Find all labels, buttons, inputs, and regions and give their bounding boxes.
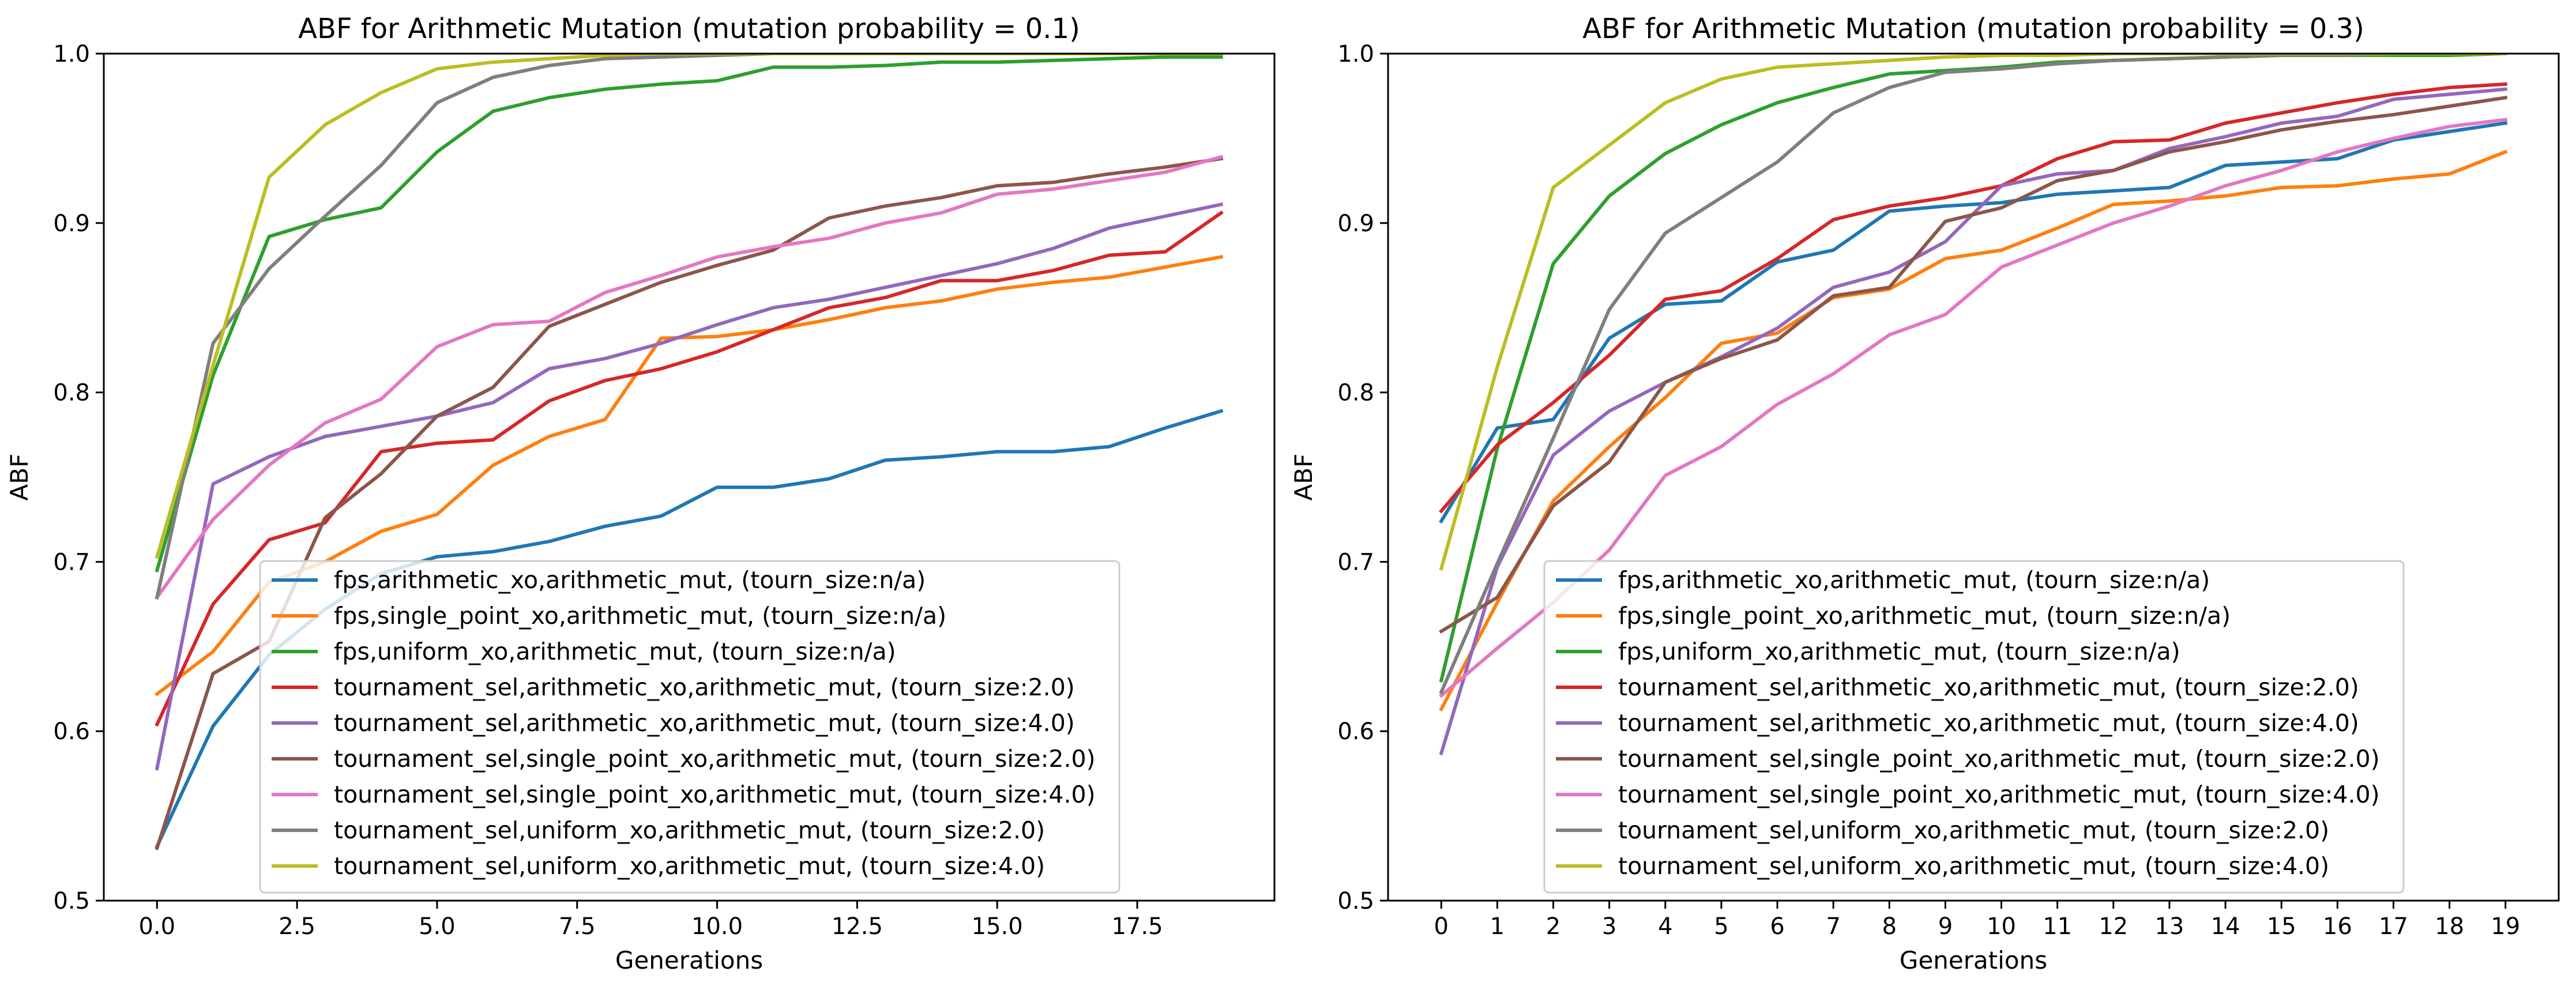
legend-label: tournament_sel,arithmetic_xo,arithmetic_… bbox=[1618, 709, 2359, 737]
legend-label: fps,uniform_xo,arithmetic_mut, (tourn_si… bbox=[334, 638, 896, 665]
legend-label: tournament_sel,single_point_xo,arithmeti… bbox=[1618, 781, 2380, 808]
series-lines bbox=[1439, 54, 2508, 756]
series-line-2 bbox=[155, 255, 1224, 697]
y-axis-label: ABF bbox=[1289, 454, 1318, 501]
series-line-4 bbox=[1439, 82, 2507, 514]
x-tick-label: 6 bbox=[1770, 913, 1784, 940]
axes-frame bbox=[1387, 52, 2560, 902]
y-tick-label: 1.0 bbox=[1337, 41, 1374, 67]
y-tick-label: 1.0 bbox=[53, 41, 90, 67]
x-tick-label: 7 bbox=[1826, 913, 1840, 940]
chart-title: ABF for Arithmetic Mutation (mutation pr… bbox=[1582, 13, 2364, 45]
x-tick-label: 12 bbox=[2099, 913, 2128, 940]
x-tick-label: 0.0 bbox=[138, 913, 175, 940]
series-line-6 bbox=[155, 156, 1224, 850]
x-tick-label: 3 bbox=[1602, 913, 1616, 940]
y-tick-label: 0.9 bbox=[1337, 210, 1374, 237]
x-tick-label: 8 bbox=[1882, 913, 1897, 940]
legend-box bbox=[1543, 560, 2405, 894]
legend-label: tournament_sel,single_point_xo,arithmeti… bbox=[334, 745, 1096, 773]
legend-label: tournament_sel,arithmetic_xo,arithmetic_… bbox=[334, 709, 1075, 737]
x-tick-label: 10 bbox=[1987, 913, 2016, 940]
x-tick-label: 7.5 bbox=[559, 913, 596, 940]
legend-label: fps,uniform_xo,arithmetic_mut, (tourn_si… bbox=[1618, 638, 2180, 665]
x-tick-label: 10.0 bbox=[691, 913, 743, 940]
legend-label: tournament_sel,uniform_xo,arithmetic_mut… bbox=[1618, 852, 2329, 880]
legend-label: fps,single_point_xo,arithmetic_mut, (tou… bbox=[1618, 602, 2231, 630]
series-line-6 bbox=[1439, 95, 2508, 634]
legend: fps,arithmetic_xo,arithmetic_mut, (tourn… bbox=[259, 560, 1120, 894]
series-line-7 bbox=[155, 155, 1224, 600]
series-lines bbox=[155, 54, 1224, 850]
legend-label: tournament_sel,arithmetic_xo,arithmetic_… bbox=[1618, 673, 2359, 701]
legend-label: tournament_sel,single_point_xo,arithmeti… bbox=[1618, 745, 2380, 773]
x-tick-label: 2.5 bbox=[279, 913, 315, 940]
axes-frame bbox=[103, 52, 1276, 902]
series-line-2 bbox=[1439, 149, 2508, 712]
legend-label: fps,arithmetic_xo,arithmetic_mut, (tourn… bbox=[334, 566, 926, 594]
series-line-1 bbox=[1439, 121, 2508, 524]
y-tick-label: 0.8 bbox=[1337, 380, 1374, 406]
x-tick-label: 17 bbox=[2379, 913, 2408, 940]
x-tick-label: 5 bbox=[1714, 913, 1728, 940]
x-tick-label: 19 bbox=[2491, 913, 2520, 940]
x-tick-label: 15 bbox=[2267, 913, 2296, 940]
x-axis-label: Generations bbox=[1900, 946, 2047, 974]
legend-box bbox=[259, 560, 1120, 894]
series-line-9 bbox=[1439, 54, 2507, 571]
legend-label: tournament_sel,uniform_xo,arithmetic_mut… bbox=[334, 816, 1045, 844]
y-tick-label: 0.8 bbox=[53, 380, 90, 406]
x-axis-label: Generations bbox=[615, 946, 763, 974]
x-tick-label: 13 bbox=[2154, 913, 2184, 940]
series-line-8 bbox=[155, 54, 1223, 600]
y-tick-label: 0.7 bbox=[53, 549, 90, 575]
y-tick-label: 0.7 bbox=[1337, 549, 1374, 575]
series-line-9 bbox=[155, 54, 1223, 559]
x-tick-label: 4 bbox=[1658, 913, 1672, 940]
series-line-5 bbox=[155, 202, 1224, 771]
x-tick-label: 16 bbox=[2323, 913, 2352, 940]
chart-panel-1: 0.0 2.5 5.0 7.5 10.0 12.5 15.0 17.5 0.5 0.6 0.7 0.8… bbox=[5, 13, 1276, 974]
legend-label: fps,arithmetic_xo,arithmetic_mut, (tourn… bbox=[1618, 566, 2210, 594]
x-tick-label: 2 bbox=[1546, 913, 1560, 940]
y-tick-label: 0.6 bbox=[53, 718, 90, 745]
x-tick-label: 15.0 bbox=[972, 913, 1023, 940]
legend-label: tournament_sel,single_point_xo,arithmeti… bbox=[334, 781, 1096, 808]
x-tick-label: 17.5 bbox=[1112, 913, 1163, 940]
y-axis-label: ABF bbox=[5, 454, 33, 501]
chart-panel-2: 0 1 2 3 4 5 6 7 8 9 10 11 12 13 14 15 16 17 18 190.50.60.70… bbox=[1289, 13, 2560, 974]
legend-label: tournament_sel,uniform_xo,arithmetic_mut… bbox=[334, 852, 1045, 880]
y-tick-label: 0.9 bbox=[53, 210, 90, 237]
x-tick-label: 14 bbox=[2211, 913, 2240, 940]
legend-label: fps,single_point_xo,arithmetic_mut, (tou… bbox=[334, 602, 946, 630]
chart-title: ABF for Arithmetic Mutation (mutation pr… bbox=[298, 13, 1080, 45]
x-tick-label: 1 bbox=[1490, 913, 1505, 940]
y-tick-label: 0.6 bbox=[1337, 718, 1374, 745]
y-tick-label: 0.5 bbox=[1337, 888, 1374, 914]
x-tick-label: 9 bbox=[1938, 913, 1953, 940]
legend-label: tournament_sel,arithmetic_xo,arithmetic_… bbox=[334, 673, 1075, 701]
series-line-3 bbox=[155, 55, 1223, 573]
x-tick-label: 11 bbox=[2043, 913, 2072, 940]
legend: fps,arithmetic_xo,arithmetic_mut, (tourn… bbox=[1543, 560, 2405, 894]
x-tick-label: 0 bbox=[1434, 913, 1449, 940]
x-tick-label: 12.5 bbox=[832, 913, 883, 940]
series-line-7 bbox=[1439, 118, 2508, 698]
y-tick-label: 0.5 bbox=[53, 888, 90, 914]
x-tick-label: 18 bbox=[2435, 913, 2464, 940]
x-tick-label: 5.0 bbox=[419, 913, 456, 940]
legend-label: tournament_sel,uniform_xo,arithmetic_mut… bbox=[1618, 816, 2329, 844]
